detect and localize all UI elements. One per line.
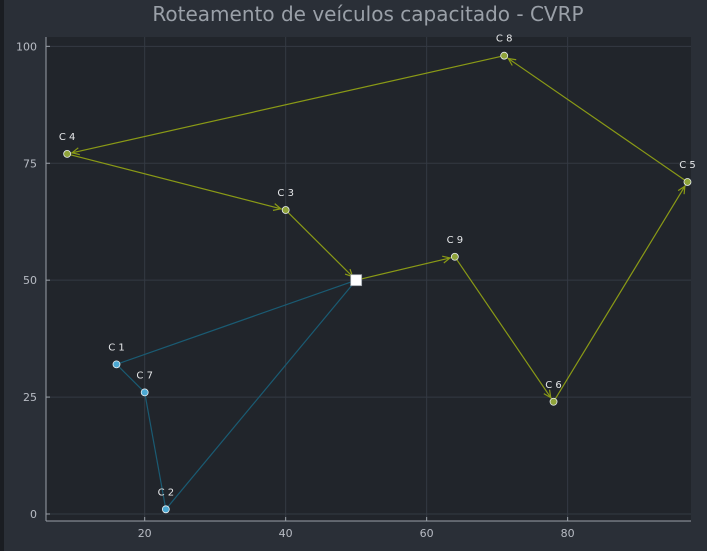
y-tick-label: 100 — [16, 40, 37, 53]
route-arrowhead — [543, 389, 552, 399]
y-tick-label: 50 — [23, 274, 37, 287]
x-tick-label: 60 — [420, 527, 434, 540]
y-tick-label: 75 — [23, 157, 37, 170]
routes — [66, 55, 688, 510]
x-tick-label: 20 — [138, 527, 152, 540]
route-segment — [165, 279, 357, 510]
route-segment — [116, 279, 357, 365]
customer-label: C 9 — [447, 235, 464, 246]
route-segment — [285, 209, 357, 281]
customer-marker — [161, 505, 170, 514]
route-segment — [67, 55, 505, 155]
grid-lines — [46, 37, 691, 521]
plot-area — [46, 37, 691, 521]
y-tick-label: 25 — [23, 391, 37, 404]
customer-label: C 2 — [158, 487, 175, 498]
customer-label: C 3 — [277, 188, 294, 199]
customer-label: C 8 — [496, 34, 513, 45]
x-tick-label: 80 — [561, 527, 575, 540]
tick-labels: 20 40 60 80 0 25 50 75 100 — [16, 40, 575, 540]
markers — [63, 51, 692, 514]
route-arrowhead — [70, 147, 80, 156]
customer-marker — [500, 51, 509, 60]
route-segment — [66, 153, 286, 211]
route-segment — [356, 256, 455, 281]
route-arrowhead — [677, 185, 686, 195]
customer-marker — [112, 360, 121, 369]
customer-marker — [549, 397, 558, 406]
customer-label: C 6 — [545, 380, 562, 391]
customer-label: C 4 — [59, 132, 76, 143]
route-segment — [144, 392, 167, 510]
point-labels: C 1 C 2 C 3 C 4 C 5 C 6 C 7 C 8 C 9 — [59, 34, 696, 499]
route-segment — [503, 55, 688, 183]
route-arrowhead — [272, 203, 283, 211]
depot-marker — [350, 274, 363, 287]
x-tick-label: 40 — [279, 527, 293, 540]
customer-marker — [63, 150, 72, 158]
customer-marker — [140, 388, 149, 397]
y-tick-label: 0 — [30, 508, 37, 521]
route-arrowhead — [507, 57, 517, 66]
route-segment — [116, 363, 146, 393]
route-segment — [454, 256, 555, 403]
axes — [45, 37, 691, 522]
chart-title: Roteamento de veículos capacitado - CVRP — [152, 2, 583, 26]
customer-label: C 7 — [136, 370, 153, 381]
route-segment — [553, 181, 688, 403]
customer-label: C 1 — [108, 342, 125, 353]
customer-marker — [450, 252, 459, 261]
customer-marker — [683, 178, 692, 186]
customer-label: C 5 — [679, 160, 696, 171]
left-edge-strip — [0, 0, 4, 551]
route-arrowhead — [442, 255, 452, 264]
customer-marker — [281, 206, 290, 214]
